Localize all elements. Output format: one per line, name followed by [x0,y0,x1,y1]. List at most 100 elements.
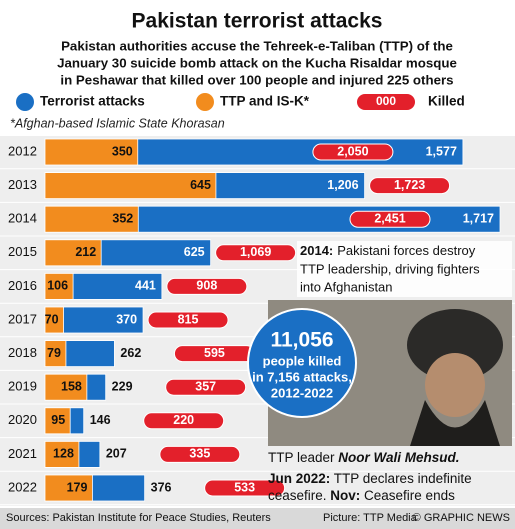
killed-pill [369,177,451,195]
ttp-label: 352 [112,211,133,225]
ttp-bar [44,205,139,233]
killed-label: 1,723 [394,178,425,192]
killed-label: 357 [195,379,216,393]
attacks-label: 625 [184,245,205,259]
footer-picture: Picture: TTP Media [323,512,418,524]
total-text: in 7,156 attacks, [252,369,352,384]
subtitle: in Peshawar that killed over 100 people … [60,73,453,88]
killed-label: 815 [178,312,199,326]
total-text: 2012-2022 [271,385,333,400]
attacks-label: 1,577 [426,144,457,158]
photo-face [425,353,485,417]
y-tick-label: 2015 [8,244,37,259]
ttp-bar [44,306,64,334]
legend-swatch [16,93,34,111]
ceasefire-text: ceasefire. [268,488,330,503]
y-tick-label: 2013 [8,177,37,192]
footer-credit: © GRAPHIC NEWS [413,512,510,524]
attacks-label: 370 [116,312,137,326]
ttp-label: 212 [75,245,96,259]
ceasefire-text: Ceasefire ends [360,488,455,503]
ttp-label: 128 [53,447,74,461]
killed-pill [166,277,248,295]
ttp-label: 179 [67,480,88,494]
y-tick-label: 2021 [8,446,37,461]
ceasefire-text: Jun 2022: [268,471,330,486]
ttp-label: 95 [51,413,65,427]
ttp-bar [44,172,217,200]
ttp-bar [44,340,67,368]
ttp-label: 350 [112,144,133,158]
footer-sources: Sources: Pakistan Institute for Peace St… [6,512,271,524]
ceasefire-text: Nov: [330,488,360,503]
ttp-label: 158 [61,379,82,393]
ttp-label: 645 [190,178,211,192]
caption: TTP leader Noor Wali Mehsud. [268,450,460,465]
killed-pill [159,445,241,463]
killed-pill [143,412,225,430]
ttp-bar [44,373,88,401]
subtitle: Pakistan authorities accuse the Tehreek-… [61,39,453,54]
ttp-bar [44,407,71,435]
killed-label: 595 [204,346,225,360]
y-tick-label: 2019 [8,379,37,394]
attacks-label: 229 [112,379,133,393]
attacks-label: 376 [151,480,172,494]
killed-pill [349,210,431,228]
photo-turban [407,309,503,381]
caption-text: TTP leader [268,450,338,465]
footnote: *Afghan-based Islamic State Khorasan [10,116,225,130]
attacks-label: 441 [135,279,156,293]
killed-label: 1,069 [240,245,271,259]
ceasefire-text: TTP declares indefinite [330,471,471,486]
y-tick-label: 2020 [8,412,37,427]
ceasefire-note: Jun 2022: TTP declares indefinite [268,471,472,486]
note-backdrop [297,241,512,297]
chart-title: Pakistan terrorist attacks [132,10,383,33]
y-tick-label: 2017 [8,311,37,326]
footer-band [0,508,515,529]
killed-pill [215,244,297,262]
legend-label: Killed [428,94,465,109]
killed-label: 908 [196,279,217,293]
attacks-label: 1,717 [463,211,494,225]
note-text: into Afghanistan [300,279,393,294]
ttp-bar [44,272,74,300]
y-tick-label: 2018 [8,345,37,360]
legend-swatch [357,94,415,110]
legend-swatch [196,93,214,111]
legend-sample: 000 [376,94,396,108]
ttp-label: 70 [45,312,59,326]
note-text: Pakistani forces destroy [337,243,476,258]
killed-pill [204,479,286,497]
ttp-bar [44,239,102,267]
killed-label: 335 [189,447,210,461]
total-badge [247,308,357,418]
note-2014: 2014: Pakistani forces destroy [300,243,476,258]
ttp-label: 106 [47,279,68,293]
killed-pill [147,311,229,329]
y-tick-label: 2016 [8,278,37,293]
ttp-label: 79 [47,346,61,360]
attacks-label: 1,206 [327,178,358,192]
total-text: people killed [263,353,342,368]
note-text: TTP leadership, driving fighters [300,261,480,276]
killed-pill [312,143,394,161]
subtitle: January 30 suicide bomb attack on the Ku… [57,56,457,71]
attacks-label: 146 [90,413,111,427]
y-tick-label: 2014 [8,211,37,226]
legend-label: TTP and IS-K* [220,94,310,109]
note-label: 2014: [300,243,333,258]
ttp-bar [44,440,80,468]
ttp-bar [44,138,139,166]
killed-label: 220 [173,413,194,427]
y-tick-label: 2012 [8,143,37,158]
killed-pill [165,378,247,396]
killed-label: 2,050 [337,144,368,158]
attacks-label: 207 [106,447,127,461]
ttp-bar [44,474,93,502]
ceasefire-note: ceasefire. Nov: Ceasefire ends [268,488,455,503]
caption-name: Noor Wali Mehsud. [338,450,459,465]
